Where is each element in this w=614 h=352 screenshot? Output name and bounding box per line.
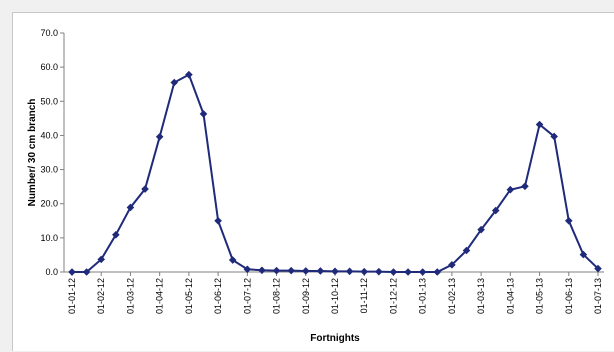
data-point-marker <box>258 266 266 275</box>
x-tick-label: 01-03-13 <box>476 278 486 314</box>
data-point-marker <box>68 268 76 276</box>
x-tick-label: 01-11-12 <box>359 278 369 313</box>
data-point-marker <box>550 132 558 141</box>
data-point-marker <box>214 216 222 225</box>
x-tick-label: 01-09-12 <box>301 278 311 314</box>
y-axis-title: Number/ 30 cm branch <box>27 99 38 207</box>
y-tick-label: 60.0 <box>40 62 58 72</box>
data-point-marker <box>228 256 237 264</box>
x-tick-label: 01-05-13 <box>535 278 545 314</box>
data-point-marker <box>97 255 106 264</box>
x-axis-title: Fortnights <box>310 333 360 344</box>
x-tick-label: 01-06-12 <box>213 278 223 314</box>
data-point-marker <box>301 267 310 275</box>
data-point-marker <box>433 268 442 276</box>
data-point-marker <box>535 120 544 129</box>
x-tick-label: 01-03-12 <box>125 278 135 314</box>
chart-frame: 0.0 10.0 20.0 30.0 40.0 50.0 60.0 70.0 01-01-12… <box>12 12 614 351</box>
y-tick-label: 0.0 <box>45 267 58 277</box>
line-chart: 0.0 10.0 20.0 30.0 40.0 50.0 60.0 70.0 01-01-12… <box>27 28 604 344</box>
x-tick-label: 01-01-13 <box>418 278 428 314</box>
x-tick-label: 01-08-12 <box>272 278 282 314</box>
data-point-marker <box>331 267 339 276</box>
data-point-marker <box>462 246 471 255</box>
x-tick-label: 01-10-12 <box>330 278 340 314</box>
y-axis-ticks: 0.0 10.0 20.0 30.0 40.0 50.0 60.0 70.0 <box>40 28 64 277</box>
data-point-marker <box>418 268 427 276</box>
series-line <box>72 73 599 273</box>
y-tick-label: 10.0 <box>40 233 58 243</box>
data-point-marker <box>564 216 573 225</box>
data-point-marker <box>185 70 193 79</box>
data-point-marker <box>82 268 91 276</box>
y-tick-label: 50.0 <box>40 96 58 106</box>
data-point-marker <box>316 267 325 275</box>
y-tick-label: 30.0 <box>40 165 58 175</box>
x-tick-label: 01-01-12 <box>67 278 77 314</box>
data-point-marker <box>141 185 149 193</box>
data-point-marker <box>243 265 252 274</box>
data-point-marker <box>345 267 354 276</box>
data-point-marker <box>199 110 208 118</box>
data-point-marker <box>521 182 529 191</box>
data-point-marker <box>594 264 602 273</box>
data-point-marker <box>579 250 588 259</box>
y-tick-label: 40.0 <box>40 130 58 140</box>
data-point-marker <box>404 268 412 276</box>
data-point-marker <box>491 206 500 215</box>
x-tick-label: 01-07-12 <box>242 278 252 314</box>
data-point-marker <box>477 225 485 234</box>
x-tick-label: 01-07-13 <box>593 278 603 314</box>
data-point-marker <box>360 267 369 276</box>
y-tick-label: 70.0 <box>40 28 58 38</box>
data-point-marker <box>170 78 179 87</box>
x-tick-label: 01-04-13 <box>505 278 515 314</box>
data-point-marker <box>272 266 281 275</box>
y-tick-label: 20.0 <box>40 199 58 209</box>
data-point-marker <box>287 266 295 275</box>
x-tick-label: 01-02-12 <box>96 278 106 314</box>
data-point-marker <box>375 267 383 276</box>
data-point-marker <box>155 132 164 141</box>
x-axis-ticks: 01-01-12 01-02-12 01-03-12 01-04-12 01-05-12… <box>67 272 603 314</box>
x-tick-label: 01-04-12 <box>155 278 165 314</box>
x-tick-label: 01-05-12 <box>184 278 194 314</box>
data-point-marker <box>448 261 456 269</box>
data-point-marker <box>126 203 135 212</box>
series-markers <box>68 70 602 276</box>
x-tick-label: 01-06-13 <box>564 278 574 314</box>
data-point-marker <box>506 185 515 194</box>
x-tick-label: 01-02-13 <box>447 278 457 314</box>
data-point-marker <box>112 230 120 239</box>
x-tick-label: 01-12-12 <box>388 278 398 314</box>
data-point-marker <box>389 268 398 276</box>
